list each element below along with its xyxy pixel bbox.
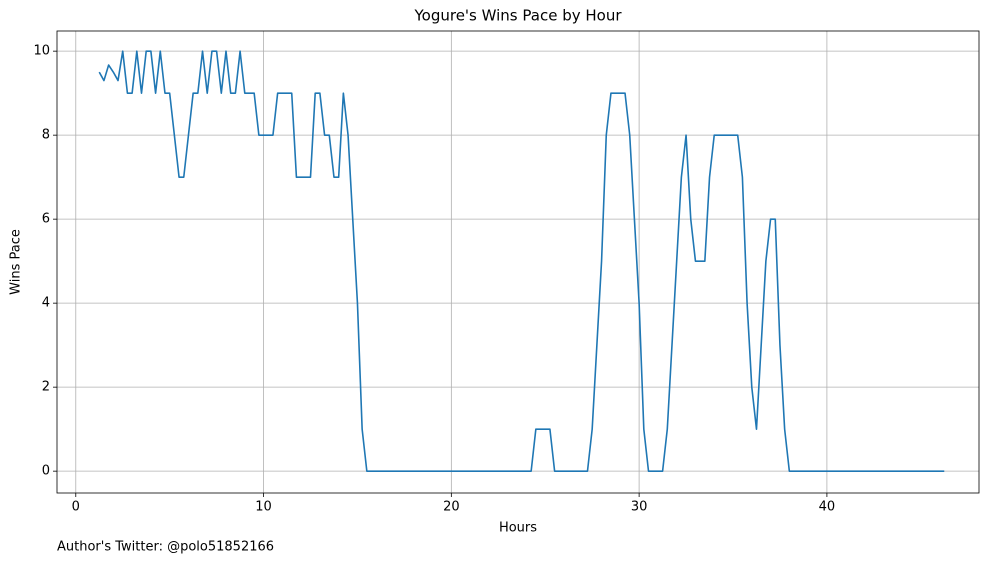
y-tick-label: 0	[42, 464, 50, 479]
x-tick-label: 30	[631, 500, 648, 515]
y-tick-label: 10	[33, 44, 50, 59]
x-tick-label: 10	[255, 500, 272, 515]
y-axis-label: Wins Pace	[9, 229, 24, 295]
footnote: Author's Twitter: @polo51852166	[57, 540, 274, 555]
plot-frame	[56, 30, 980, 494]
chart-title: Yogure's Wins Pace by Hour	[413, 7, 622, 25]
y-tick-label: 8	[42, 128, 50, 143]
x-tick-label: 40	[819, 500, 836, 515]
y-tick-label: 4	[42, 296, 50, 311]
x-axis-label: Hours	[499, 521, 537, 536]
y-tick-label: 6	[42, 212, 50, 227]
x-tick-label: 20	[443, 500, 460, 515]
data-line	[98, 50, 945, 472]
x-tick-label: 0	[72, 500, 80, 515]
y-tick-label: 2	[42, 380, 50, 395]
